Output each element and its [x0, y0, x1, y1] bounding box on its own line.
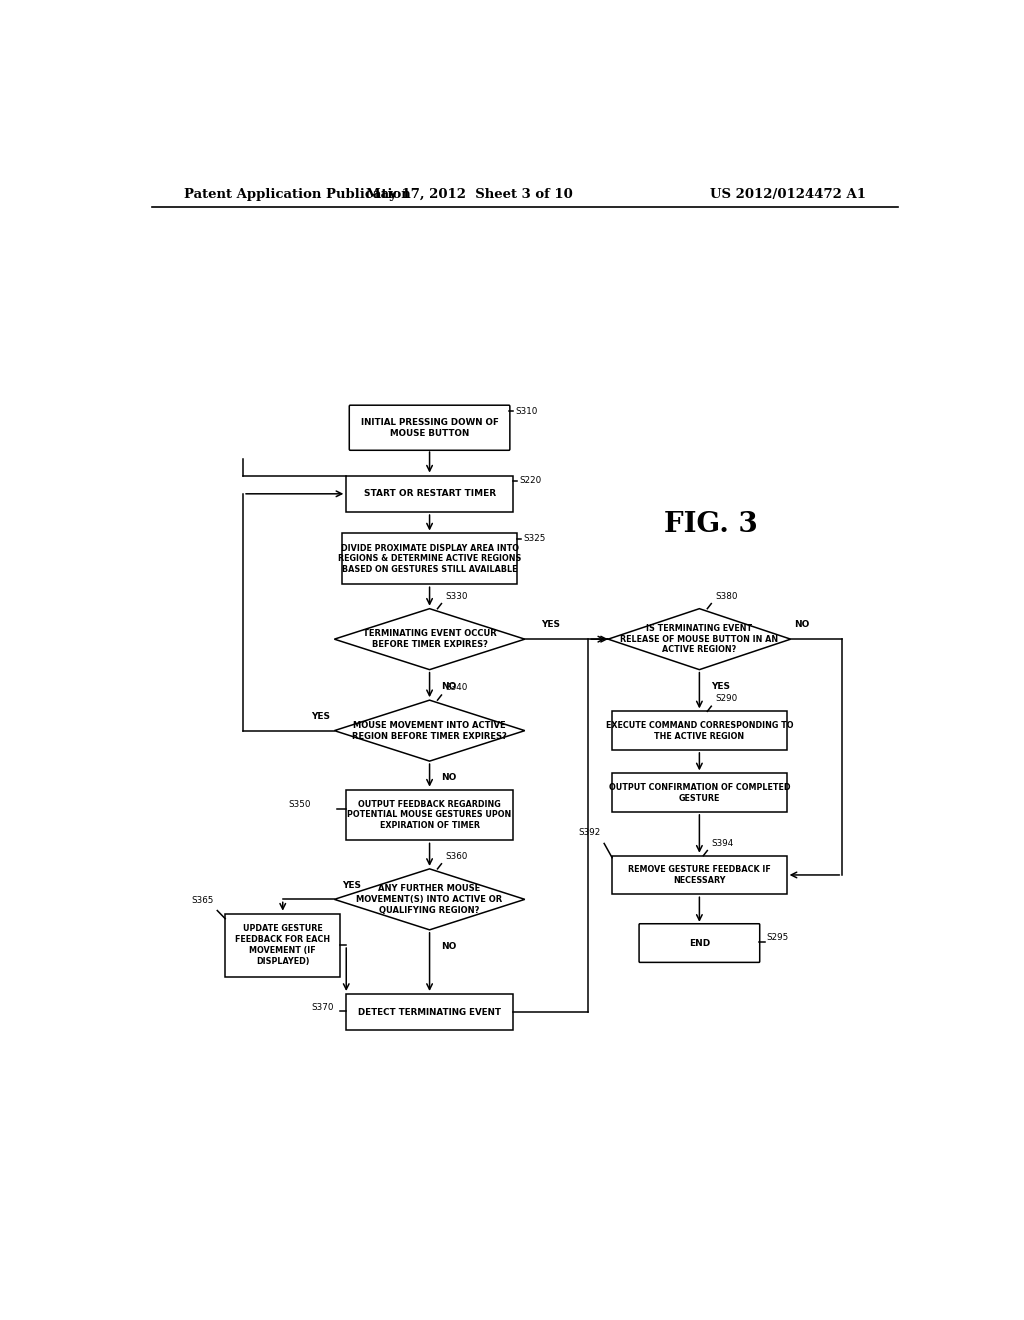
Bar: [612, 774, 786, 812]
Text: ANY FURTHER MOUSE
MOVEMENT(S) INTO ACTIVE OR
QUALIFYING REGION?: ANY FURTHER MOUSE MOVEMENT(S) INTO ACTIV…: [356, 884, 503, 915]
Text: S380: S380: [715, 591, 737, 601]
Text: INITIAL PRESSING DOWN OF
MOUSE BUTTON: INITIAL PRESSING DOWN OF MOUSE BUTTON: [360, 418, 499, 438]
Text: NO: NO: [441, 774, 457, 783]
Text: S310: S310: [515, 407, 538, 416]
Bar: [346, 475, 513, 512]
Text: NO: NO: [795, 620, 810, 630]
Polygon shape: [334, 700, 524, 762]
Text: IS TERMINATING EVENT
RELEASE OF MOUSE BUTTON IN AN
ACTIVE REGION?: IS TERMINATING EVENT RELEASE OF MOUSE BU…: [621, 624, 778, 655]
FancyBboxPatch shape: [349, 405, 510, 450]
Bar: [612, 711, 786, 750]
Text: S295: S295: [767, 933, 790, 942]
Text: REMOVE GESTURE FEEDBACK IF
NECESSARY: REMOVE GESTURE FEEDBACK IF NECESSARY: [628, 865, 771, 884]
Text: YES: YES: [342, 880, 361, 890]
Text: YES: YES: [712, 682, 730, 690]
Text: OUTPUT CONFIRMATION OF COMPLETED
GESTURE: OUTPUT CONFIRMATION OF COMPLETED GESTURE: [608, 783, 791, 803]
Bar: [612, 855, 786, 894]
Text: S330: S330: [445, 591, 468, 601]
Text: EXECUTE COMMAND CORRESPONDING TO
THE ACTIVE REGION: EXECUTE COMMAND CORRESPONDING TO THE ACT…: [605, 721, 794, 741]
Text: May 17, 2012  Sheet 3 of 10: May 17, 2012 Sheet 3 of 10: [366, 189, 572, 202]
Polygon shape: [608, 609, 791, 669]
Text: Patent Application Publication: Patent Application Publication: [183, 189, 411, 202]
Text: MOUSE MOVEMENT INTO ACTIVE
REGION BEFORE TIMER EXPIRES?: MOUSE MOVEMENT INTO ACTIVE REGION BEFORE…: [352, 721, 507, 741]
Text: YES: YES: [541, 620, 560, 630]
Bar: [225, 913, 340, 977]
Text: DETECT TERMINATING EVENT: DETECT TERMINATING EVENT: [358, 1007, 501, 1016]
Bar: [346, 994, 513, 1031]
Text: UPDATE GESTURE
FEEDBACK FOR EACH
MOVEMENT (IF
DISPLAYED): UPDATE GESTURE FEEDBACK FOR EACH MOVEMEN…: [236, 924, 331, 966]
Text: START OR RESTART TIMER: START OR RESTART TIMER: [364, 490, 496, 499]
Text: S350: S350: [288, 800, 310, 809]
Text: S220: S220: [519, 477, 542, 484]
Text: FIG. 3: FIG. 3: [665, 511, 758, 537]
Text: S392: S392: [578, 829, 600, 837]
FancyBboxPatch shape: [639, 924, 760, 962]
Text: OUTPUT FEEDBACK REGARDING
POTENTIAL MOUSE GESTURES UPON
EXPIRATION OF TIMER: OUTPUT FEEDBACK REGARDING POTENTIAL MOUS…: [347, 800, 512, 830]
Text: US 2012/0124472 A1: US 2012/0124472 A1: [710, 189, 866, 202]
Text: DIVIDE PROXIMATE DISPLAY AREA INTO
REGIONS & DETERMINE ACTIVE REGIONS
BASED ON G: DIVIDE PROXIMATE DISPLAY AREA INTO REGIO…: [338, 544, 521, 574]
Text: S394: S394: [712, 838, 733, 847]
Text: TERMINATING EVENT OCCUR
BEFORE TIMER EXPIRES?: TERMINATING EVENT OCCUR BEFORE TIMER EXP…: [362, 630, 497, 649]
Text: YES: YES: [311, 711, 331, 721]
Text: S340: S340: [445, 682, 468, 692]
Text: S365: S365: [190, 896, 213, 906]
Text: S370: S370: [312, 1003, 334, 1011]
Text: NO: NO: [441, 682, 457, 690]
Text: NO: NO: [441, 942, 457, 950]
Text: S290: S290: [715, 694, 737, 704]
Bar: [342, 533, 517, 585]
Text: S325: S325: [523, 535, 546, 543]
Text: S360: S360: [445, 851, 468, 861]
Text: END: END: [689, 939, 710, 948]
Polygon shape: [334, 609, 524, 669]
Bar: [346, 789, 513, 841]
Polygon shape: [334, 869, 524, 929]
